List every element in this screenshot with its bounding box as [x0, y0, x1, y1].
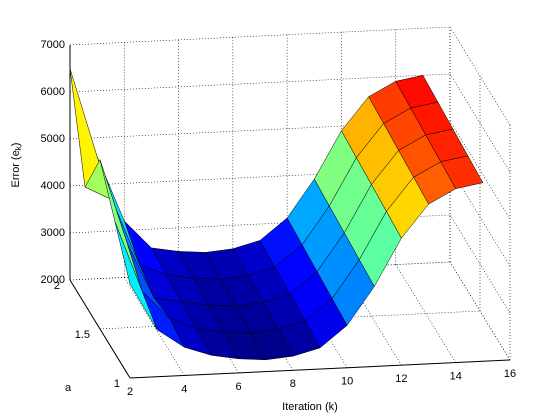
x-tick-label: 10 [341, 376, 353, 388]
grid-line [395, 264, 456, 363]
z-label-sub: k [14, 145, 23, 150]
surface-patch [114, 221, 158, 330]
grid-line [449, 26, 511, 126]
y-tick-label: 1 [114, 378, 120, 390]
x-axis-label: Iteration (k) [282, 401, 338, 413]
grid-line [129, 359, 511, 379]
grid-line [69, 26, 451, 46]
y-tick-label: 2 [54, 280, 60, 292]
surface [69, 68, 484, 361]
grid-line [69, 167, 451, 187]
y-tick-label: 1.5 [75, 329, 90, 341]
z-tick-label: 3000 [41, 227, 65, 239]
x-tick-label: 8 [290, 378, 296, 390]
z-tick-label: 2000 [41, 274, 65, 286]
z-label-main: Error (e [10, 150, 22, 187]
tick-labels: 2 4 6 8 10 12 14 1611.5220003000400050006000700… [41, 39, 517, 398]
z-tick-label: 6000 [41, 86, 65, 98]
x-tick-label: 6 [236, 381, 242, 393]
grid-line [449, 261, 511, 361]
grid-line [449, 167, 511, 267]
z-tick-label: 5000 [41, 133, 65, 145]
grid-line [449, 120, 511, 220]
surface-patch [99, 159, 143, 292]
grid-line [341, 266, 402, 366]
x-tick-label: 4 [181, 383, 187, 395]
grid-line [69, 120, 451, 140]
grid-line [449, 73, 511, 173]
z-tick-label: 7000 [41, 39, 65, 51]
z-tick-label: 4000 [41, 180, 65, 192]
grid-line [449, 214, 511, 314]
x-tick-label: 2 [127, 386, 133, 398]
y-axis-label: a [65, 382, 72, 394]
x-tick-label: 14 [450, 370, 462, 382]
x-tick-label: 12 [395, 373, 407, 385]
x-tick-label: 16 [504, 368, 516, 380]
grid-line [69, 73, 451, 93]
z-axis-label: Error (ek) [10, 143, 23, 188]
z-label-tail: ) [10, 143, 22, 147]
